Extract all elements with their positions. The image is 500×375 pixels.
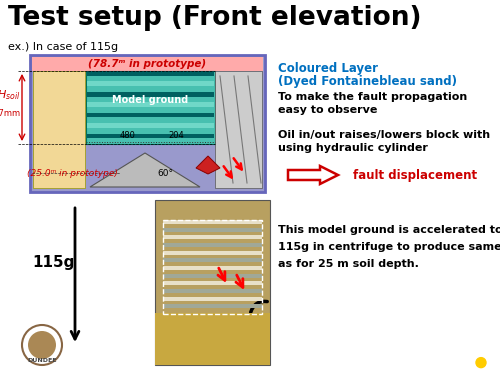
Bar	[87, 113, 214, 117]
Text: 115g in centrifuge to produce same σ’: 115g in centrifuge to produce same σ’	[278, 242, 500, 252]
FancyArrow shape	[288, 166, 338, 184]
Bar	[155, 200, 270, 365]
Bar	[87, 81, 214, 86]
Text: Model ground: Model ground	[112, 95, 188, 105]
Bar	[163, 258, 262, 262]
Bar	[30, 55, 265, 192]
Bar	[215, 71, 262, 188]
Text: To make the fault propagation
easy to observe: To make the fault propagation easy to ob…	[278, 92, 467, 115]
Bar	[87, 102, 214, 107]
Circle shape	[28, 331, 56, 359]
Text: DUNDEE: DUNDEE	[27, 358, 57, 363]
Bar	[163, 289, 262, 293]
Bar	[87, 92, 214, 96]
Text: $H_{soil}$: $H_{soil}$	[0, 89, 20, 102]
Text: (25.0ᵐ in prototype): (25.0ᵐ in prototype)	[27, 168, 118, 177]
Bar	[163, 281, 262, 285]
Text: (78.7ᵐ in prototype): (78.7ᵐ in prototype)	[88, 59, 206, 69]
Circle shape	[476, 358, 486, 368]
Circle shape	[20, 325, 64, 369]
Text: as for 25 m soil depth.: as for 25 m soil depth.	[278, 259, 419, 269]
Bar	[163, 220, 262, 314]
Bar	[155, 313, 270, 365]
Bar	[163, 297, 262, 300]
Text: This model ground is accelerated to: This model ground is accelerated to	[278, 225, 500, 235]
Text: Oil in/out raises/lowers block with
using hydraulic cylinder: Oil in/out raises/lowers block with usin…	[278, 130, 490, 153]
Polygon shape	[196, 156, 220, 174]
Text: (Dyed Fontainebleau sand): (Dyed Fontainebleau sand)	[278, 75, 457, 88]
Text: 204: 204	[168, 132, 184, 141]
Bar	[163, 274, 262, 278]
Bar	[163, 236, 262, 239]
Text: ex.) In case of 115g: ex.) In case of 115g	[8, 42, 118, 52]
Bar	[33, 71, 85, 188]
Bar	[163, 228, 262, 231]
Bar	[163, 243, 262, 247]
Bar	[163, 220, 262, 224]
Bar	[87, 134, 214, 138]
Text: 115g: 115g	[32, 255, 74, 270]
Bar	[163, 266, 262, 270]
Bar	[163, 251, 262, 255]
Text: fault displacement: fault displacement	[353, 168, 477, 182]
Text: 480: 480	[120, 132, 135, 141]
Text: Coloured Layer: Coloured Layer	[278, 62, 378, 75]
Text: Test setup (Front elevation): Test setup (Front elevation)	[8, 5, 422, 31]
Bar	[163, 304, 262, 308]
Bar	[87, 71, 214, 76]
Text: =217mm: =217mm	[0, 110, 20, 118]
Bar	[32, 57, 263, 71]
Text: 60°: 60°	[157, 170, 173, 178]
Bar	[87, 123, 214, 128]
Bar	[86, 71, 215, 144]
Polygon shape	[90, 153, 200, 187]
